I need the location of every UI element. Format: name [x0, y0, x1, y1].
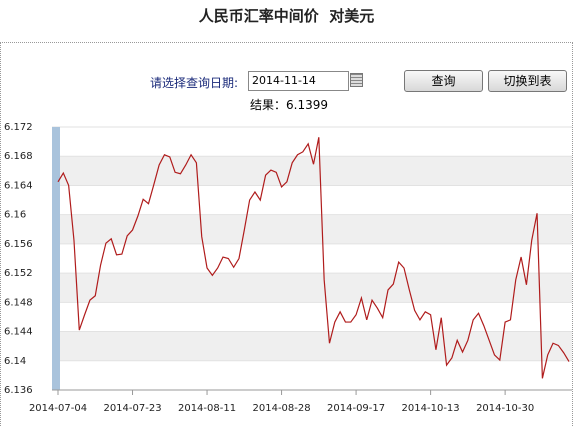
y-tick-label: 6.152 — [4, 268, 33, 279]
calendar-icon[interactable] — [350, 73, 363, 87]
grid-band — [52, 156, 572, 186]
grid-band — [52, 302, 572, 332]
grid-band — [52, 185, 572, 215]
switch-button[interactable]: 切换到表 — [488, 70, 567, 92]
y-tick-label: 6.16 — [4, 210, 26, 221]
navigator-bar — [52, 127, 60, 390]
y-tick-label: 6.164 — [4, 180, 33, 191]
grid-band — [52, 331, 572, 361]
rate-line — [57, 137, 570, 379]
grid-band — [52, 243, 572, 274]
x-tick-label: 2014-09-17 — [327, 403, 385, 414]
x-tick-label: 2014-10-13 — [402, 403, 460, 414]
page-title: 人民币汇率中间价 对美元 — [198, 7, 375, 25]
y-tick-label: 6.144 — [4, 327, 33, 338]
x-tick-label: 2014-08-28 — [253, 403, 311, 414]
y-tick-label: 6.156 — [4, 239, 33, 250]
grid-band — [52, 360, 572, 390]
y-tick-label: 6.168 — [4, 151, 33, 162]
result: 结果：6.1399 — [250, 98, 328, 112]
y-tick-label: 6.148 — [4, 297, 33, 308]
grid-band — [52, 127, 572, 157]
y-tick-label: 6.136 — [4, 385, 33, 396]
query-button[interactable]: 查询 — [404, 70, 483, 92]
x-tick-label: 2014-08-11 — [178, 403, 236, 414]
grid-band — [52, 214, 572, 244]
y-tick-label: 6.14 — [4, 356, 26, 367]
x-tick-label: 2014-10-30 — [476, 403, 534, 414]
x-tick-label: 2014-07-04 — [29, 403, 87, 414]
date-label: 请选择查询日期: — [149, 76, 238, 90]
date-input[interactable]: 2014-11-14 — [248, 71, 349, 91]
y-tick-label: 6.172 — [4, 122, 33, 133]
x-tick-label: 2014-07-23 — [103, 403, 161, 414]
grid-band — [52, 273, 572, 303]
